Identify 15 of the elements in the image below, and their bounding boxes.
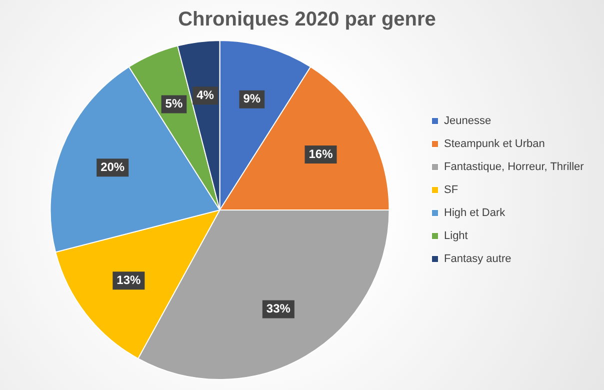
data-label: 16% (308, 146, 334, 161)
legend-label: High et Dark (444, 207, 506, 220)
legend-label: Steampunk et Urban (444, 138, 545, 150)
legend-label: Fantasy autre (444, 253, 512, 266)
data-label: 9% (243, 92, 261, 106)
data-label: 5% (165, 96, 183, 111)
data-label: 20% (100, 160, 125, 174)
data-label: 4% (196, 88, 214, 102)
legend-label: SF (444, 184, 458, 196)
data-label: 33% (266, 302, 291, 316)
legend-label: Fantastique, Horreur, Thriller (444, 161, 584, 174)
legend-label: Light (444, 230, 468, 242)
legend-label: Jeunesse (444, 115, 492, 128)
data-label: 13% (116, 272, 142, 287)
chart-title: Chroniques 2020 par genre (178, 8, 436, 31)
